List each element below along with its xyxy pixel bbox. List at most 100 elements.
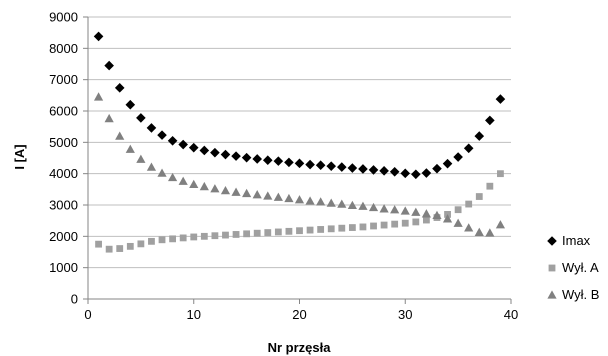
point-triangle-13 (220, 185, 231, 195)
point-square-21 (306, 226, 314, 234)
point-triangle-20 (294, 195, 305, 204)
point-diamond-22 (315, 160, 326, 171)
point-square-30 (401, 219, 409, 227)
point-square-18 (274, 228, 282, 236)
legend: Imax Wył. A Wył. B (547, 233, 599, 302)
legend-marker-shape-triangle (547, 290, 557, 299)
series-diamond (93, 31, 506, 180)
point-triangle-1 (93, 92, 104, 101)
y-axis-label: I [A] (12, 144, 27, 169)
point-square-13 (222, 231, 229, 239)
point-square-9 (179, 234, 187, 242)
point-square-4 (126, 242, 134, 250)
point-square-20 (296, 227, 303, 235)
point-diamond-6 (146, 123, 157, 133)
point-triangle-36 (464, 223, 474, 232)
point-triangle-38 (485, 228, 495, 237)
point-diamond-8 (167, 135, 178, 146)
y-tick-labels: 0 1000 2000 3000 4000 5000 6000 7000 8000 9000 (49, 10, 78, 307)
point-triangle-24 (337, 199, 347, 208)
point-triangle-29 (390, 205, 400, 214)
point-diamond-15 (241, 152, 252, 163)
point-triangle-17 (263, 191, 273, 200)
point-diamond-3 (114, 83, 125, 93)
legend-marker-shape-square (548, 264, 556, 272)
data-points (93, 31, 506, 253)
point-square-29 (391, 220, 399, 228)
x-tick-label-10: 10 (187, 307, 201, 322)
point-triangle-9 (178, 176, 188, 185)
point-triangle-11 (199, 181, 209, 191)
point-square-23 (327, 225, 335, 233)
series-triangle (93, 92, 506, 237)
y-tick-label-6000: 6000 (49, 104, 78, 119)
point-diamond-26 (358, 164, 368, 174)
point-square-15 (243, 230, 251, 238)
legend-marker-wyl-b (547, 290, 557, 299)
point-diamond-33 (432, 163, 442, 174)
point-triangle-14 (231, 187, 241, 196)
point-diamond-30 (400, 168, 411, 179)
point-diamond-5 (136, 113, 146, 123)
point-diamond-21 (305, 159, 315, 170)
x-tick-label-0: 0 (84, 307, 91, 322)
point-diamond-32 (421, 168, 432, 178)
point-diamond-38 (485, 115, 495, 126)
x-tick-label-20: 20 (292, 307, 306, 322)
point-diamond-23 (326, 161, 337, 171)
point-triangle-26 (358, 201, 368, 210)
point-diamond-11 (199, 145, 210, 156)
point-triangle-23 (326, 198, 336, 207)
point-triangle-27 (368, 202, 379, 212)
point-square-25 (348, 224, 356, 231)
point-square-10 (190, 233, 198, 241)
y-tick-label-0: 0 (71, 292, 78, 307)
point-square-12 (211, 232, 219, 240)
legend-marker-wyl-a (548, 264, 556, 272)
point-diamond-35 (453, 152, 463, 162)
point-diamond-39 (495, 94, 506, 104)
x-tick-labels: 0 10 20 30 40 (84, 307, 518, 322)
point-diamond-25 (347, 163, 358, 173)
legend-marker-imax (547, 236, 557, 246)
point-square-1 (95, 240, 102, 248)
point-triangle-35 (453, 218, 463, 227)
point-triangle-33 (432, 210, 442, 220)
point-square-7 (158, 236, 166, 244)
point-triangle-31 (411, 207, 421, 216)
point-diamond-28 (379, 166, 389, 176)
point-triangle-28 (379, 204, 389, 213)
point-square-39 (497, 170, 504, 178)
point-square-8 (169, 235, 176, 243)
point-triangle-25 (347, 200, 357, 209)
point-diamond-4 (125, 99, 136, 110)
gridlines (88, 16, 511, 269)
point-diamond-27 (368, 165, 379, 175)
point-diamond-12 (210, 147, 220, 158)
point-triangle-4 (125, 144, 135, 153)
point-diamond-13 (220, 149, 231, 160)
point-square-38 (486, 182, 494, 190)
point-square-37 (475, 193, 483, 200)
point-triangle-15 (242, 188, 252, 198)
point-triangle-8 (168, 172, 178, 182)
legend-item-wyl-a: Wył. A (548, 260, 599, 275)
y-tick-label-9000: 9000 (49, 10, 78, 25)
point-square-16 (253, 229, 261, 237)
point-triangle-10 (189, 179, 199, 188)
point-diamond-31 (411, 169, 421, 180)
point-triangle-7 (157, 168, 167, 177)
point-diamond-20 (294, 158, 305, 169)
point-square-22 (317, 226, 325, 233)
point-diamond-34 (442, 158, 453, 169)
point-square-17 (264, 229, 272, 236)
point-diamond-29 (389, 166, 400, 177)
legend-item-wyl-b: Wył. B (547, 287, 599, 302)
point-square-26 (359, 223, 367, 231)
x-axis-label: Nr przęsła (268, 340, 332, 355)
point-square-28 (380, 221, 388, 229)
point-triangle-18 (273, 192, 283, 201)
legend-label-wyl-b: Wył. B (562, 287, 599, 302)
point-triangle-6 (146, 162, 157, 171)
y-tick-label-4000: 4000 (49, 166, 78, 181)
